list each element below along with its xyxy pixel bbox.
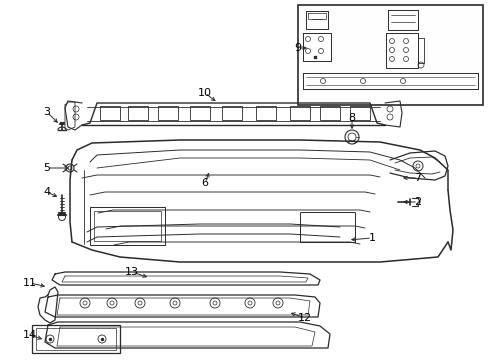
Bar [128, 106, 148, 120]
Text: 14: 14 [23, 330, 37, 340]
Text: 8: 8 [348, 113, 356, 123]
Text: 7: 7 [415, 173, 421, 183]
Text: 3: 3 [44, 107, 50, 117]
Text: 1: 1 [368, 233, 375, 243]
Text: 4: 4 [44, 187, 50, 197]
Text: 13: 13 [125, 267, 139, 277]
Bar [100, 106, 120, 120]
Bar [298, 5, 483, 105]
Bar [320, 106, 340, 120]
Bar [90, 207, 165, 245]
Text: 10: 10 [198, 88, 212, 98]
Text: 5: 5 [44, 163, 50, 173]
Bar [158, 106, 178, 120]
Text: 11: 11 [23, 278, 37, 288]
Text: 6: 6 [201, 178, 209, 188]
Bar [300, 212, 355, 242]
Bar [290, 106, 310, 120]
Bar [36, 328, 116, 350]
Bar [32, 325, 120, 353]
Bar [350, 106, 370, 120]
Bar [94, 211, 161, 241]
Bar [222, 106, 242, 120]
Bar [190, 106, 210, 120]
Text: 12: 12 [298, 313, 312, 323]
Text: 9: 9 [294, 43, 301, 53]
Bar [256, 106, 276, 120]
Text: 2: 2 [415, 197, 421, 207]
